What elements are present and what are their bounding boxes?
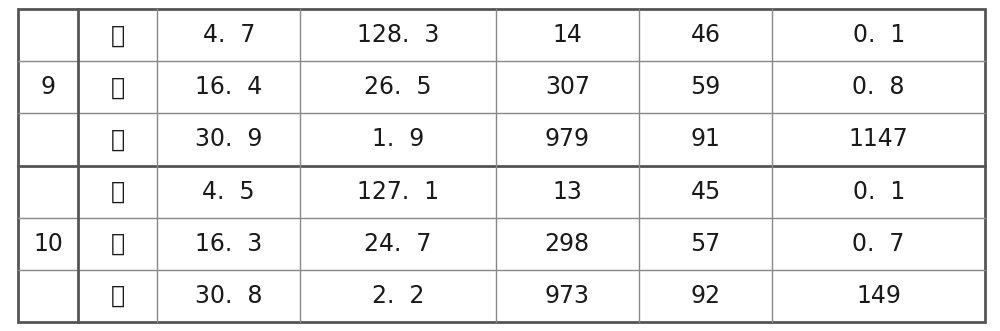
Text: 16. 3: 16. 3 (195, 232, 262, 256)
Text: 4. 5: 4. 5 (202, 179, 255, 204)
Text: 0. 7: 0. 7 (852, 232, 905, 256)
Text: 中: 中 (111, 232, 125, 256)
Text: 13: 13 (552, 179, 582, 204)
Text: 298: 298 (545, 232, 590, 256)
Text: 128. 3: 128. 3 (357, 23, 439, 47)
Text: 973: 973 (545, 284, 590, 308)
Text: 127. 1: 127. 1 (357, 179, 439, 204)
Text: 30. 9: 30. 9 (195, 127, 262, 152)
Text: 4. 7: 4. 7 (203, 23, 255, 47)
Text: 2. 2: 2. 2 (372, 284, 424, 308)
Text: 307: 307 (545, 75, 590, 99)
Text: 30. 8: 30. 8 (195, 284, 263, 308)
Text: 57: 57 (690, 232, 721, 256)
Text: 下: 下 (111, 284, 125, 308)
Text: 0. 1: 0. 1 (853, 179, 905, 204)
Text: 26. 5: 26. 5 (364, 75, 432, 99)
Text: 59: 59 (690, 75, 721, 99)
Text: 979: 979 (545, 127, 590, 152)
Text: 91: 91 (691, 127, 720, 152)
Text: 1147: 1147 (849, 127, 909, 152)
Text: 上: 上 (111, 179, 125, 204)
Text: 24. 7: 24. 7 (364, 232, 432, 256)
Text: 14: 14 (552, 23, 582, 47)
Text: 10: 10 (33, 232, 63, 256)
Text: 下: 下 (111, 127, 125, 152)
Text: 92: 92 (691, 284, 721, 308)
Text: 1. 9: 1. 9 (372, 127, 424, 152)
Text: 0. 1: 0. 1 (853, 23, 905, 47)
Text: 46: 46 (691, 23, 721, 47)
Text: 9: 9 (40, 75, 55, 99)
Text: 149: 149 (856, 284, 901, 308)
Text: 16. 4: 16. 4 (195, 75, 262, 99)
Text: 上: 上 (111, 23, 125, 47)
Text: 中: 中 (111, 75, 125, 99)
Text: 0. 8: 0. 8 (852, 75, 905, 99)
Text: 45: 45 (690, 179, 721, 204)
